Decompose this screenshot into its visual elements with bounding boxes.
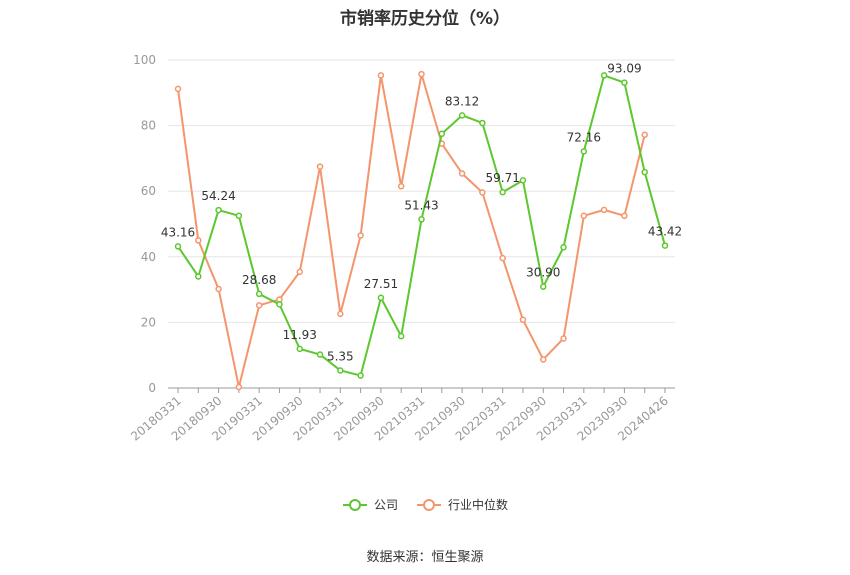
data-point-company[interactable] bbox=[337, 367, 344, 374]
data-point-company[interactable] bbox=[479, 119, 486, 127]
legend: 公司 行业中位数 bbox=[0, 496, 850, 513]
data-point-industry-median[interactable] bbox=[580, 212, 588, 220]
data-point-industry-median[interactable] bbox=[195, 237, 202, 244]
data-point-company[interactable] bbox=[276, 301, 283, 308]
data-point-industry-median[interactable] bbox=[377, 72, 385, 79]
data-label: 11.93 bbox=[283, 328, 317, 342]
data-point-industry-median[interactable] bbox=[418, 70, 425, 78]
data-point-company[interactable] bbox=[377, 294, 385, 302]
series-lines bbox=[174, 70, 669, 391]
data-label: 28.68 bbox=[242, 273, 276, 287]
data-point-industry-median[interactable] bbox=[621, 212, 628, 220]
data-point-company[interactable] bbox=[255, 290, 263, 298]
data-point-company[interactable] bbox=[296, 345, 303, 353]
data-point-company[interactable] bbox=[560, 244, 567, 251]
y-tick-label: 100 bbox=[133, 53, 156, 67]
data-labels: 43.16 54.24 28.68 11.93 5.35 27.51 51.43 83.12 5… bbox=[161, 62, 682, 364]
data-point-company[interactable] bbox=[641, 168, 648, 176]
data-point-company[interactable] bbox=[499, 188, 506, 196]
data-point-company[interactable] bbox=[600, 72, 608, 79]
data-point-industry-median[interactable] bbox=[215, 285, 222, 293]
data-label: 51.43 bbox=[404, 198, 438, 212]
data-label: 93.09 bbox=[607, 62, 641, 76]
legend-company-swatch-icon bbox=[342, 498, 367, 511]
data-point-company[interactable] bbox=[418, 216, 425, 223]
data-point-company[interactable] bbox=[458, 112, 466, 119]
legend-item-industry-median[interactable]: 行业中位数 bbox=[416, 496, 508, 513]
data-point-industry-median[interactable] bbox=[641, 131, 648, 139]
data-point-industry-median[interactable] bbox=[479, 189, 486, 196]
data-point-industry-median[interactable] bbox=[174, 85, 182, 93]
data-point-industry-median[interactable] bbox=[458, 170, 466, 177]
y-tick-label: 40 bbox=[141, 250, 156, 264]
data-point-industry-median[interactable] bbox=[235, 383, 243, 391]
data-label: 54.24 bbox=[201, 189, 235, 203]
data-point-company[interactable] bbox=[438, 130, 446, 138]
data-point-company[interactable] bbox=[540, 283, 547, 290]
data-point-industry-median[interactable] bbox=[600, 206, 608, 214]
data-label: 43.42 bbox=[648, 225, 682, 239]
series-line-company bbox=[177, 74, 666, 377]
legend-industry-swatch-icon bbox=[417, 498, 441, 511]
data-point-industry-median[interactable] bbox=[296, 268, 303, 276]
data-point-industry-median[interactable] bbox=[255, 302, 263, 309]
source-note: 数据来源：恒生聚源 bbox=[366, 550, 484, 565]
data-label: 30.90 bbox=[526, 266, 560, 280]
data-point-company[interactable] bbox=[519, 177, 527, 184]
series-line-industry-median bbox=[177, 73, 646, 389]
data-label: 72.16 bbox=[567, 130, 601, 144]
y-tick-label: 80 bbox=[141, 119, 156, 133]
data-point-company[interactable] bbox=[174, 243, 182, 250]
data-point-industry-median[interactable] bbox=[337, 310, 344, 318]
data-label: 59.71 bbox=[485, 171, 519, 185]
data-label: 43.16 bbox=[161, 225, 195, 239]
y-tick-label: 60 bbox=[141, 184, 156, 198]
data-point-industry-median[interactable] bbox=[357, 232, 364, 239]
y-tick-label: 0 bbox=[148, 381, 156, 395]
data-point-company[interactable] bbox=[661, 242, 669, 249]
data-point-company[interactable] bbox=[235, 212, 243, 220]
data-point-company[interactable] bbox=[215, 206, 222, 214]
data-point-company[interactable] bbox=[580, 148, 588, 155]
data-point-company[interactable] bbox=[621, 79, 628, 86]
data-point-company[interactable] bbox=[397, 332, 405, 340]
legend-label-industry-median: 行业中位数 bbox=[448, 498, 509, 512]
y-tick-label: 20 bbox=[141, 315, 156, 329]
data-point-company[interactable] bbox=[357, 372, 364, 379]
data-point-industry-median[interactable] bbox=[540, 356, 547, 363]
data-label: 83.12 bbox=[445, 94, 479, 108]
legend-item-company[interactable]: 公司 bbox=[342, 496, 398, 513]
data-point-industry-median[interactable] bbox=[397, 183, 405, 190]
data-point-company[interactable] bbox=[195, 273, 202, 280]
data-label: 27.51 bbox=[364, 277, 398, 291]
data-point-industry-median[interactable] bbox=[499, 254, 506, 262]
data-point-industry-median[interactable] bbox=[316, 163, 324, 170]
data-point-industry-median[interactable] bbox=[560, 335, 567, 342]
axes: 0204060801002018033120180930201903312019… bbox=[128, 53, 675, 444]
legend-label-company: 公司 bbox=[373, 498, 398, 512]
data-point-industry-median[interactable] bbox=[519, 316, 527, 324]
data-point-company[interactable] bbox=[316, 351, 324, 358]
data-label: 5.35 bbox=[327, 349, 354, 363]
chart-title: 市销率历史分位（%） bbox=[339, 9, 511, 29]
